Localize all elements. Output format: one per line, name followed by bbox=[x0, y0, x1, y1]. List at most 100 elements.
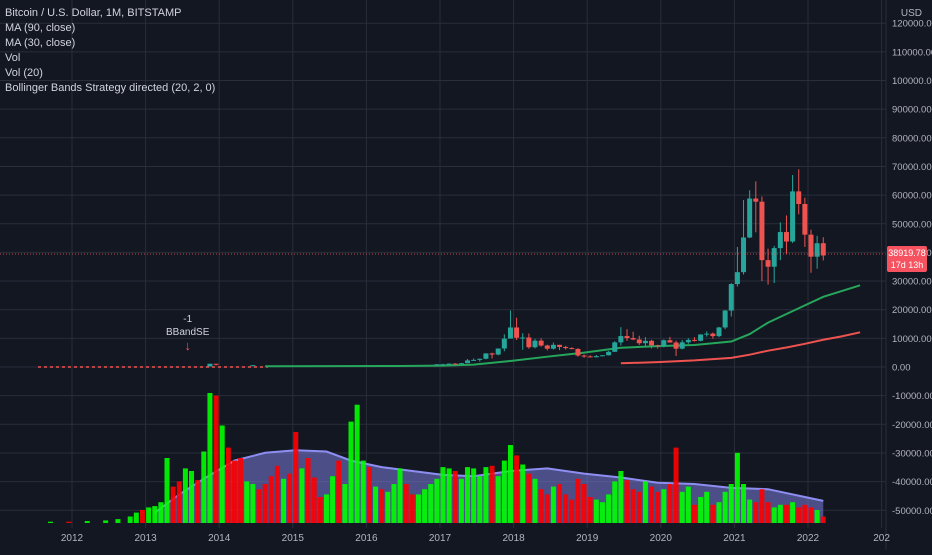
volume-bar bbox=[630, 489, 636, 523]
candle-body bbox=[213, 363, 219, 365]
volume-bar bbox=[127, 516, 133, 523]
volume-bar bbox=[538, 489, 544, 523]
x-tick-label: 2016 bbox=[355, 533, 378, 544]
candle-body bbox=[710, 333, 716, 337]
y-tick-label: 0.00 bbox=[892, 363, 911, 374]
candle-body bbox=[471, 359, 477, 361]
candle-body bbox=[250, 365, 256, 367]
volume-bar bbox=[189, 471, 195, 523]
volume-bar bbox=[360, 460, 366, 523]
y-tick-label: -40000.00 bbox=[892, 477, 932, 488]
moving-averages bbox=[38, 284, 861, 368]
volume-bar bbox=[268, 476, 274, 523]
volume-bar bbox=[213, 395, 219, 523]
volume-bar bbox=[176, 481, 182, 523]
volume-bar bbox=[728, 484, 734, 523]
candle-body bbox=[440, 364, 446, 366]
candle-body bbox=[759, 201, 765, 261]
volume-bar bbox=[544, 494, 550, 523]
candle-body bbox=[698, 334, 704, 341]
candle-body bbox=[777, 232, 783, 249]
volume-bar bbox=[501, 460, 507, 523]
y-tick-label: 50000.00 bbox=[892, 219, 932, 230]
volume-bar bbox=[323, 494, 329, 523]
candle-body bbox=[747, 198, 753, 238]
volume-bar bbox=[422, 489, 428, 523]
candle-body bbox=[618, 336, 624, 343]
volume-bar bbox=[115, 519, 121, 523]
candle-body bbox=[612, 342, 618, 352]
candle-body bbox=[814, 243, 820, 257]
volume-bar bbox=[434, 478, 440, 523]
volume-bar bbox=[231, 460, 237, 523]
volume-bar bbox=[158, 502, 164, 523]
legend-vol20[interactable]: Vol (20) bbox=[5, 67, 43, 79]
volume-bar bbox=[783, 504, 789, 523]
volume-bar bbox=[808, 507, 814, 523]
legend-bb-strategy[interactable]: Bollinger Bands Strategy directed (20, 2… bbox=[5, 82, 216, 94]
candle-body bbox=[452, 363, 458, 365]
legend-ma30[interactable]: MA (30, close) bbox=[5, 37, 76, 49]
legend-ma90[interactable]: MA (90, close) bbox=[5, 22, 76, 34]
candle-body bbox=[691, 339, 697, 341]
candle-body bbox=[501, 338, 507, 349]
candle-body bbox=[599, 355, 605, 357]
candle-body bbox=[704, 333, 710, 335]
volume-bar bbox=[624, 480, 630, 523]
candle-body bbox=[667, 340, 673, 343]
candle-body bbox=[606, 351, 612, 356]
volume-bar bbox=[317, 497, 323, 523]
candle-body bbox=[465, 360, 471, 364]
volume-bar bbox=[526, 473, 532, 523]
volume-bar bbox=[661, 489, 667, 523]
volume-bar bbox=[465, 467, 471, 523]
volume-bar bbox=[379, 489, 385, 523]
candle-body bbox=[483, 353, 489, 359]
volume-bar bbox=[274, 465, 280, 523]
last-price-tag: 38919.78 17d 13h bbox=[887, 246, 927, 272]
volume-bar bbox=[428, 484, 434, 523]
volume-bar bbox=[771, 507, 777, 523]
legend-vol[interactable]: Vol bbox=[5, 52, 21, 64]
volume-bar bbox=[747, 499, 753, 523]
volume-bar bbox=[820, 516, 826, 523]
candle-body bbox=[802, 203, 808, 235]
volume-bar bbox=[532, 478, 538, 523]
y-tick-label: 70000.00 bbox=[892, 162, 932, 173]
y-tick-label: -20000.00 bbox=[892, 420, 932, 431]
volume-bar bbox=[489, 465, 495, 523]
candle-body bbox=[783, 232, 789, 242]
volume-bar bbox=[698, 497, 704, 523]
ma90-line bbox=[620, 331, 861, 365]
volume-bar bbox=[802, 504, 808, 523]
candle-body bbox=[581, 355, 587, 357]
x-tick-label: 2012 bbox=[61, 533, 84, 544]
candle-body bbox=[741, 237, 747, 273]
volume-bar bbox=[759, 489, 765, 523]
volume-bar bbox=[649, 486, 655, 523]
volume-bar bbox=[618, 471, 624, 523]
volume-bar bbox=[550, 486, 556, 523]
volume-bar bbox=[440, 467, 446, 523]
volume-bar bbox=[262, 484, 268, 523]
candle-body bbox=[649, 340, 655, 346]
candle-body bbox=[514, 327, 520, 338]
candle-body bbox=[624, 336, 630, 339]
y-axis: 120000.00 110000.00 100000.00 90000.00 80000… bbox=[885, 0, 932, 550]
currency-label[interactable]: USD bbox=[900, 8, 922, 19]
candle-body bbox=[489, 353, 495, 355]
y-tick-label: -30000.00 bbox=[892, 448, 932, 459]
candle-body bbox=[495, 348, 501, 355]
legend-symbol[interactable]: Bitcoin / U.S. Dollar, 1M, BITSTAMP bbox=[5, 7, 182, 19]
volume-bar bbox=[397, 468, 403, 523]
volume-bar bbox=[207, 393, 213, 523]
candle-body bbox=[771, 248, 777, 267]
volume-bar bbox=[495, 476, 501, 523]
volume-bar bbox=[336, 460, 342, 523]
volume-bar bbox=[354, 404, 360, 523]
candle-body bbox=[765, 260, 771, 267]
volume-bar bbox=[385, 491, 391, 523]
candle-body bbox=[728, 284, 734, 311]
